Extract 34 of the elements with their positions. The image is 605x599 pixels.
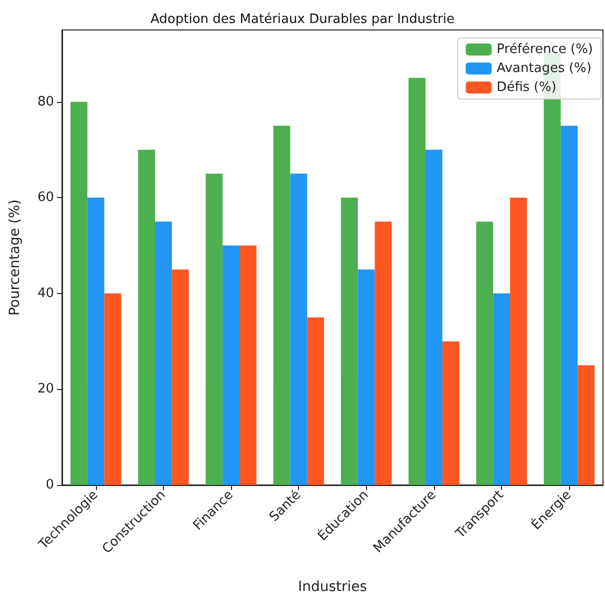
bar — [138, 150, 155, 485]
bar — [374, 222, 392, 485]
bar — [510, 198, 527, 485]
bar — [206, 174, 223, 485]
x-axis-title: Industries — [298, 579, 368, 595]
bar — [307, 317, 324, 485]
legend-label: Défis (%) — [496, 80, 556, 95]
y-tick-label: 80 — [37, 94, 54, 110]
bar — [104, 293, 122, 485]
y-axis-title: Pourcentage (%) — [7, 199, 23, 316]
bar — [358, 269, 375, 485]
bar — [425, 150, 442, 485]
bar — [172, 269, 189, 485]
bar — [222, 246, 240, 485]
bar — [290, 174, 308, 485]
y-tick-label: 60 — [37, 190, 54, 206]
bar — [87, 198, 104, 485]
bar — [340, 198, 358, 485]
legend-label: Avantages (%) — [496, 61, 592, 76]
bar — [70, 102, 88, 485]
bar — [442, 341, 460, 485]
y-tick-label: 20 — [37, 382, 54, 397]
bar — [273, 126, 290, 485]
bar — [408, 78, 426, 485]
bar — [560, 126, 578, 485]
y-tick-label: 40 — [37, 286, 54, 301]
bar — [240, 246, 256, 485]
bar — [493, 293, 510, 485]
bar — [578, 365, 595, 485]
bar — [154, 222, 172, 485]
chart-title: Adoption des Matériaux Durables par Industrie — [150, 12, 454, 27]
bar — [476, 222, 494, 485]
y-tick-label: 0 — [46, 478, 54, 492]
legend-label: Préférence (%) — [496, 42, 594, 57]
